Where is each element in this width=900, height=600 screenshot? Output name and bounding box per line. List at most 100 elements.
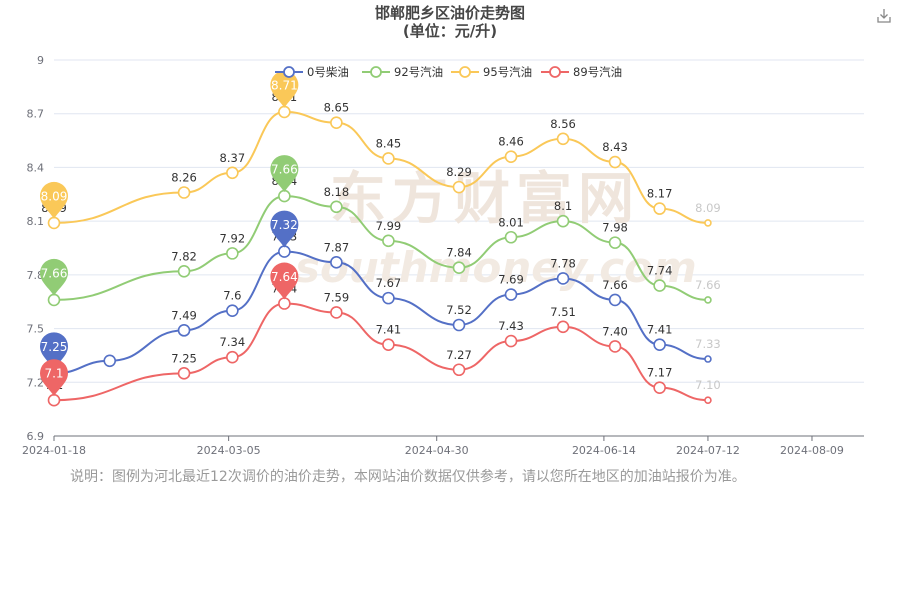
data-point[interactable] bbox=[226, 166, 239, 180]
data-point[interactable] bbox=[704, 396, 712, 404]
data-point[interactable] bbox=[608, 155, 622, 169]
series-line bbox=[53, 302, 708, 402]
data-point[interactable] bbox=[330, 256, 343, 269]
data-point[interactable] bbox=[452, 180, 466, 194]
data-label: 7.69 bbox=[498, 273, 524, 287]
y-tick-label: 7.2 bbox=[27, 376, 45, 389]
data-point[interactable] bbox=[177, 186, 191, 199]
data-point[interactable] bbox=[226, 350, 239, 364]
data-point[interactable] bbox=[330, 306, 343, 319]
data-point[interactable] bbox=[452, 261, 466, 274]
data-point[interactable] bbox=[226, 247, 239, 260]
marker-pin-label: 7.32 bbox=[271, 218, 298, 232]
data-label: 7.87 bbox=[324, 240, 350, 254]
data-point[interactable] bbox=[47, 293, 61, 307]
data-point[interactable] bbox=[330, 200, 343, 214]
marker-pin-label: 7.64 bbox=[271, 270, 298, 284]
data-label: 8.18 bbox=[324, 185, 350, 199]
data-label: 7.66 bbox=[602, 278, 628, 292]
marker-pin bbox=[40, 258, 68, 296]
series-0-pins: 7.25 7.32 bbox=[40, 210, 299, 370]
legend-item-1[interactable]: 92号汽油 bbox=[362, 65, 443, 79]
data-point[interactable] bbox=[177, 324, 191, 337]
data-label: 8.45 bbox=[376, 136, 402, 150]
data-point[interactable] bbox=[504, 334, 518, 348]
data-point[interactable] bbox=[608, 236, 622, 249]
data-label: 7.66 bbox=[695, 278, 721, 292]
legend-label: 0号柴油 bbox=[307, 65, 349, 79]
legend-marker bbox=[370, 66, 382, 78]
y-tick-label: 6.9 bbox=[27, 430, 45, 443]
x-tick-label: 2024-01-18 bbox=[22, 444, 86, 457]
legend-label: 89号汽油 bbox=[573, 65, 622, 79]
data-point[interactable] bbox=[278, 297, 291, 310]
data-point[interactable] bbox=[382, 152, 395, 165]
x-tick-label: 2024-03-05 bbox=[197, 444, 261, 457]
axis-layer: 6.9 7.2 7.5 7.8 8.1 8.4 8.7 9 2024-01-18 2024-03-… bbox=[22, 54, 864, 457]
data-point[interactable] bbox=[452, 363, 466, 377]
data-point[interactable] bbox=[278, 245, 291, 258]
marker-pin-label: 7.66 bbox=[271, 163, 298, 177]
download-icon bbox=[877, 9, 891, 23]
data-point[interactable] bbox=[704, 355, 712, 363]
data-label: 8.65 bbox=[324, 101, 350, 115]
data-point[interactable] bbox=[330, 116, 343, 129]
data-label: 8.26 bbox=[171, 170, 197, 184]
data-point[interactable] bbox=[177, 367, 191, 380]
y-tick-label: 8.4 bbox=[27, 161, 45, 174]
legend-marker bbox=[283, 66, 295, 78]
data-point[interactable] bbox=[556, 132, 570, 146]
data-label: 7.34 bbox=[220, 335, 246, 349]
marker-pin bbox=[270, 155, 299, 193]
data-point[interactable] bbox=[556, 214, 570, 228]
data-point[interactable] bbox=[226, 304, 239, 317]
data-point[interactable] bbox=[653, 338, 666, 351]
data-point[interactable] bbox=[653, 279, 666, 292]
data-label: 8.01 bbox=[498, 215, 524, 229]
data-point[interactable] bbox=[556, 320, 570, 334]
legend-item-0[interactable]: 0号柴油 bbox=[275, 65, 349, 79]
legend-item-3[interactable]: 89号汽油 bbox=[541, 65, 622, 79]
data-label: 7.33 bbox=[695, 337, 721, 351]
data-point[interactable] bbox=[504, 230, 518, 244]
download-button[interactable] bbox=[874, 6, 894, 26]
data-label: 7.74 bbox=[647, 264, 673, 278]
data-point[interactable] bbox=[608, 340, 622, 353]
data-label: 8.09 bbox=[695, 201, 721, 215]
data-label: 7.92 bbox=[220, 231, 246, 245]
marker-pin-label: 7.66 bbox=[41, 266, 68, 280]
data-label: 7.84 bbox=[446, 246, 472, 260]
data-point[interactable] bbox=[103, 354, 117, 368]
data-point[interactable] bbox=[382, 291, 395, 305]
data-point[interactable] bbox=[556, 272, 570, 285]
data-point[interactable] bbox=[704, 219, 712, 227]
data-point[interactable] bbox=[382, 234, 395, 248]
watermark-en: southmoney.com bbox=[295, 243, 697, 292]
legend-item-2[interactable]: 95号汽油 bbox=[451, 65, 532, 79]
data-point[interactable] bbox=[278, 105, 291, 119]
marker-pin-label: 8.71 bbox=[271, 78, 298, 92]
data-point[interactable] bbox=[653, 202, 666, 215]
marker-pin bbox=[270, 262, 299, 300]
marker-pin-label: 7.25 bbox=[41, 340, 68, 354]
data-point[interactable] bbox=[504, 288, 518, 301]
data-label: 8.1 bbox=[554, 199, 572, 213]
data-label: 7.67 bbox=[376, 276, 402, 290]
data-point[interactable] bbox=[653, 381, 666, 394]
y-tick-label: 8.1 bbox=[27, 215, 45, 228]
data-point[interactable] bbox=[452, 318, 466, 332]
data-point[interactable] bbox=[177, 264, 191, 278]
data-point[interactable] bbox=[382, 338, 395, 351]
data-label: 8.17 bbox=[647, 187, 673, 201]
data-point[interactable] bbox=[704, 296, 712, 304]
data-point[interactable] bbox=[278, 189, 291, 203]
data-label: 8.29 bbox=[446, 165, 472, 179]
data-label: 7.52 bbox=[446, 303, 472, 317]
data-point[interactable] bbox=[504, 150, 518, 163]
data-point[interactable] bbox=[47, 393, 61, 407]
data-label: 8.37 bbox=[220, 151, 246, 165]
data-point[interactable] bbox=[608, 293, 622, 307]
data-label: 7.49 bbox=[171, 308, 197, 322]
marker-pin bbox=[270, 210, 299, 248]
data-point[interactable] bbox=[47, 216, 61, 230]
